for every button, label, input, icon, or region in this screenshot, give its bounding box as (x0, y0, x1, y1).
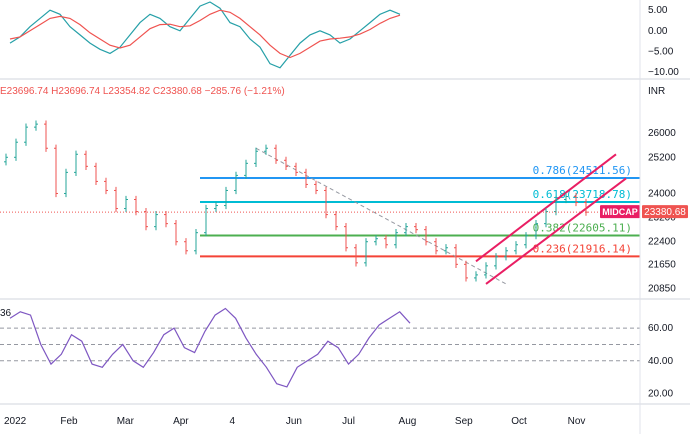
ohlc-legend: E23696.74 H23696.74 L23354.82 C23380.68 … (0, 86, 285, 97)
fib-level-label: 0.618(23718.78) (533, 188, 632, 201)
price-tick-label: 22400 (648, 237, 676, 248)
macd-series-line (9, 1, 401, 69)
channel-line (475, 153, 617, 263)
rsi-panel: 36 60.00 40.00 20.00 (0, 307, 673, 399)
macd-tick-label: −10.00 (648, 67, 679, 78)
time-tick-label: 2022 (4, 416, 27, 427)
price-tick-label: 21650 (648, 259, 676, 270)
time-tick-label: Nov (568, 416, 586, 427)
last-price-badge: 23380.68 (642, 205, 688, 219)
fib-level-label: 0.382(22605.11) (533, 222, 632, 235)
time-tick-label: Apr (173, 416, 189, 427)
rsi-series-line (9, 307, 411, 388)
rsi-tick-label: 20.00 (648, 388, 673, 399)
macd-tick-label: 5.00 (648, 5, 668, 16)
time-tick-label: Aug (399, 416, 417, 427)
rsi-label: 36 (0, 308, 12, 319)
trend-line (255, 147, 507, 285)
channel-line (485, 177, 627, 285)
time-tick-label: Feb (60, 416, 78, 427)
price-tick-label: 20850 (648, 283, 676, 294)
macd-panel: 5.00 0.00 −5.00 −10.00 (9, 1, 679, 78)
svg-text:23380.68: 23380.68 (644, 207, 686, 218)
rsi-tick-label: 40.00 (648, 356, 673, 367)
fib-level-label: 0.236(21916.14) (533, 242, 632, 255)
price-tick-label: 24000 (648, 188, 676, 199)
rsi-tick-label: 60.00 (648, 323, 673, 334)
symbol-badge: MIDCAP (600, 205, 640, 219)
time-axis: 2022 Feb Mar Apr 4 Jun Jul Aug Sep Oct Nov (4, 416, 585, 427)
price-tick-label: 25200 (648, 152, 676, 163)
currency-label: INR (648, 86, 665, 97)
macd-tick-label: 0.00 (648, 26, 668, 37)
time-tick-label: Sep (455, 416, 473, 427)
price-tick-label: 26000 (648, 128, 676, 139)
time-tick-label: Mar (117, 416, 135, 427)
time-tick-label: Jul (342, 416, 355, 427)
time-tick-label: Jun (286, 416, 302, 427)
price-panel[interactable]: E23696.74 H23696.74 L23354.82 C23380.68 … (0, 86, 688, 294)
fib-level-label: 0.786(24511.56) (533, 164, 632, 177)
macd-series-line (9, 9, 401, 59)
svg-text:MIDCAP: MIDCAP (602, 207, 638, 217)
time-tick-label: Oct (511, 416, 527, 427)
time-tick-label: 4 (229, 416, 235, 427)
macd-tick-label: −5.00 (648, 46, 674, 57)
